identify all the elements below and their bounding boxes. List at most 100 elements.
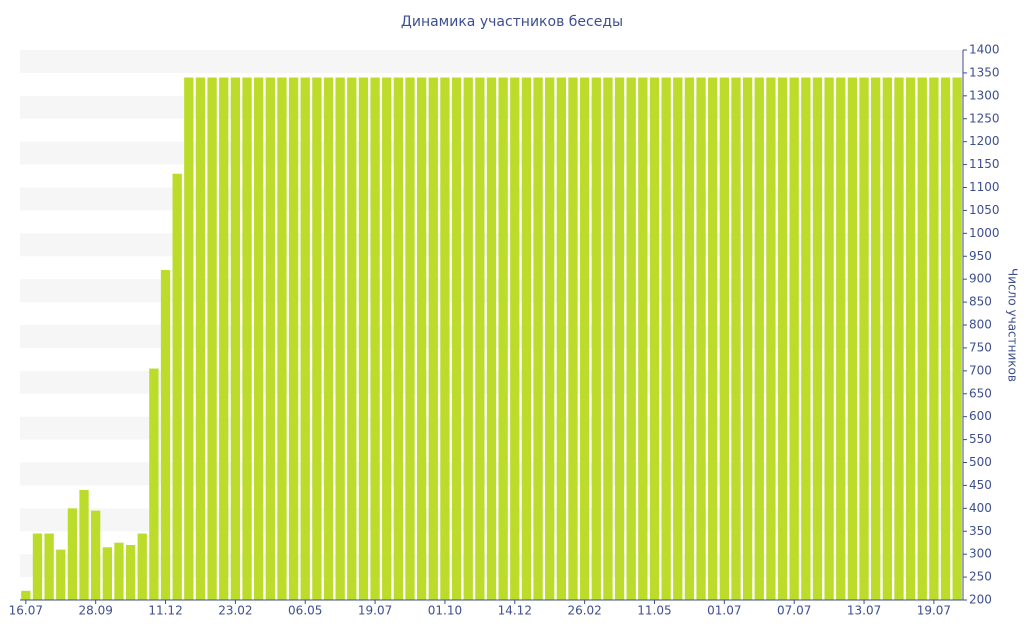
x-tick-label: 01.07 <box>707 604 741 618</box>
bar <box>917 77 927 600</box>
x-tick-label: 13.07 <box>847 604 881 618</box>
bar <box>673 77 683 600</box>
bar <box>56 549 66 600</box>
bar <box>661 77 671 600</box>
bar <box>335 77 345 600</box>
bar <box>801 77 811 600</box>
bar <box>323 77 334 600</box>
y-tick-label: 1150 <box>969 157 1000 171</box>
bar <box>125 545 136 600</box>
bar <box>556 77 567 600</box>
bar <box>195 77 206 600</box>
bar <box>498 77 508 600</box>
bar <box>521 77 532 600</box>
y-tick-label: 400 <box>969 501 992 515</box>
y-tick-label: 800 <box>969 318 992 332</box>
bar <box>219 77 229 600</box>
x-tick-label: 14.12 <box>498 604 532 618</box>
bar <box>312 77 322 600</box>
bar <box>440 77 450 600</box>
bar <box>708 77 718 600</box>
bar <box>836 77 846 600</box>
y-tick-label: 900 <box>969 272 992 286</box>
y-tick-label: 300 <box>969 547 992 561</box>
bar <box>871 77 881 600</box>
x-tick-label: 11.05 <box>637 604 671 618</box>
bar <box>21 590 31 600</box>
x-tick-label: 06.05 <box>288 604 322 618</box>
bar <box>731 77 741 600</box>
bar <box>288 77 299 600</box>
bar <box>626 77 636 600</box>
y-tick-label: 1050 <box>969 203 1000 217</box>
chart-title: Динамика участников беседы <box>401 14 623 30</box>
y-tick-label: 450 <box>969 478 992 492</box>
bar <box>114 542 124 600</box>
bar <box>405 77 415 600</box>
bar <box>719 77 729 600</box>
bar <box>416 77 427 600</box>
y-tick-label: 250 <box>969 570 992 584</box>
y-tick-label: 950 <box>969 249 992 263</box>
bar <box>696 77 706 600</box>
y-axis-title: Число участников <box>1006 268 1020 382</box>
y-tick-label: 600 <box>969 409 992 423</box>
bar <box>475 77 485 600</box>
bar <box>160 270 171 600</box>
bar <box>754 77 764 600</box>
x-tick-label: 19.07 <box>917 604 951 618</box>
y-tick-label: 850 <box>969 295 992 309</box>
x-tick-label: 28.09 <box>78 604 112 618</box>
bar <box>149 368 159 600</box>
bar <box>67 508 78 600</box>
y-tick-label: 1350 <box>969 65 1000 79</box>
bar <box>684 77 695 600</box>
bar <box>265 77 275 600</box>
y-tick-label: 1200 <box>969 134 1000 148</box>
y-tick-label: 650 <box>969 386 992 400</box>
bar <box>393 77 404 600</box>
bar <box>91 510 101 600</box>
y-tick-label: 1100 <box>969 180 1000 194</box>
bar <box>230 77 241 600</box>
bar <box>137 533 147 600</box>
bar <box>32 533 43 600</box>
x-tick-label: 07.07 <box>777 604 811 618</box>
bar <box>277 77 287 600</box>
bar <box>102 547 112 600</box>
bar <box>451 77 462 600</box>
y-tick-label: 350 <box>969 524 992 538</box>
bar <box>940 77 951 600</box>
x-tick-label: 26.02 <box>567 604 601 618</box>
x-tick-label: 19.07 <box>358 604 392 618</box>
bar <box>882 77 892 600</box>
bar <box>207 77 217 600</box>
x-tick-label: 23.02 <box>218 604 252 618</box>
bar <box>347 77 357 600</box>
bar <box>172 173 182 600</box>
bar <box>905 77 916 600</box>
bar <box>358 77 369 600</box>
bar <box>742 77 753 600</box>
x-tick-label: 16.07 <box>9 604 43 618</box>
bar <box>428 77 438 600</box>
bar <box>859 77 869 600</box>
bar <box>766 77 776 600</box>
y-tick-label: 1250 <box>969 111 1000 125</box>
bar <box>812 77 823 600</box>
bar <box>463 77 473 600</box>
bar <box>603 77 613 600</box>
bar <box>649 77 660 600</box>
y-tick-label: 1000 <box>969 226 1000 240</box>
bar <box>370 77 380 600</box>
grid-band <box>20 50 963 73</box>
bar <box>847 77 858 600</box>
bar <box>789 77 799 600</box>
bar <box>824 77 834 600</box>
bar <box>614 77 625 600</box>
y-tick-label: 550 <box>969 432 992 446</box>
bar <box>510 77 520 600</box>
y-tick-label: 1300 <box>969 88 1000 102</box>
bar <box>300 77 310 600</box>
